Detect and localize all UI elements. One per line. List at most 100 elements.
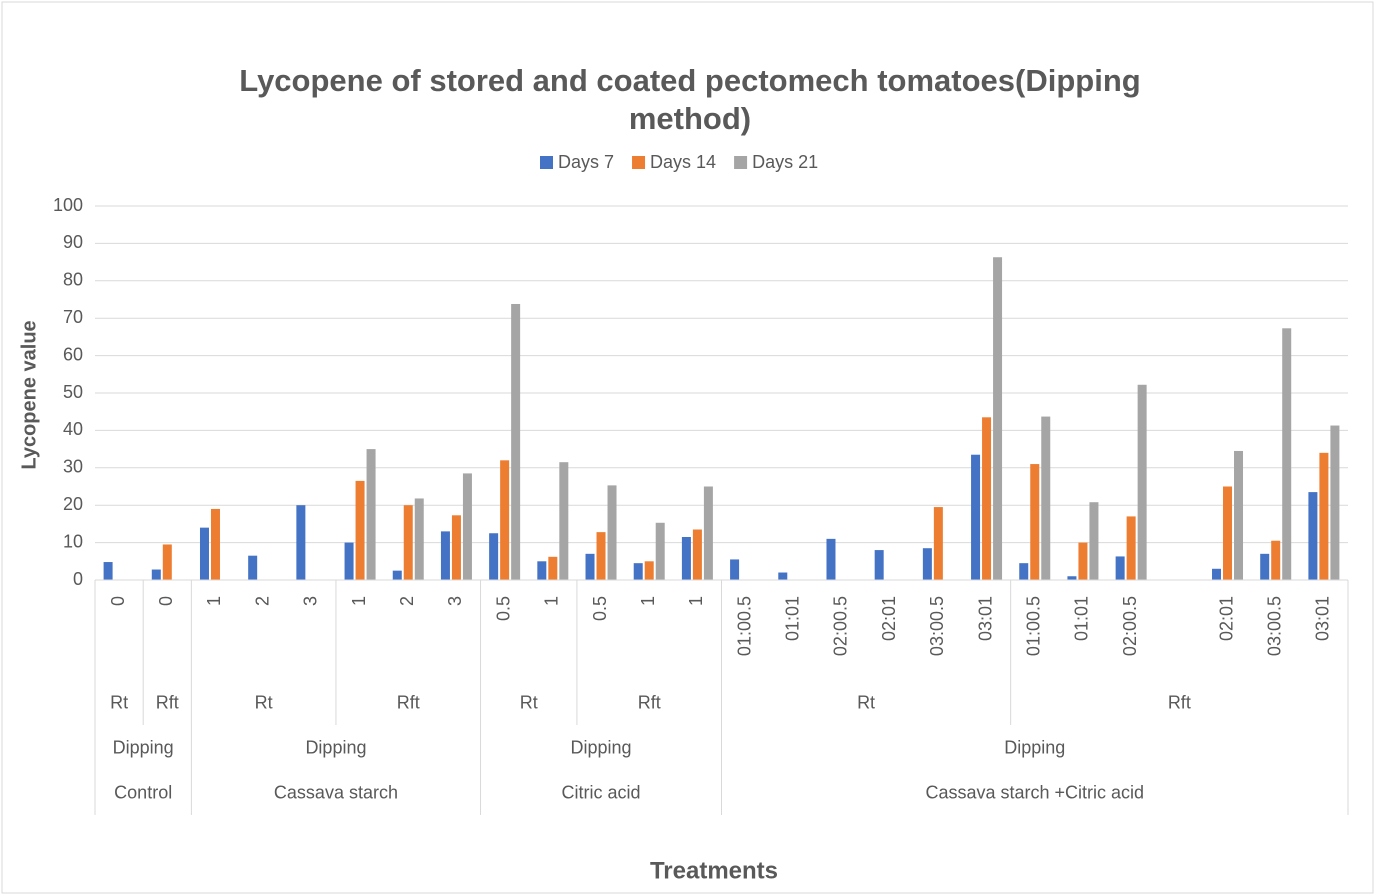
- bar: [1126, 516, 1136, 580]
- bar: [933, 507, 943, 580]
- group-label: Dipping: [113, 737, 174, 757]
- chart-title: Lycopene of stored and coated pectomech …: [239, 63, 1141, 136]
- x-tick-label: 1: [638, 596, 658, 606]
- bar: [596, 532, 606, 580]
- group-label: Cassava starch: [274, 782, 398, 802]
- bar: [1067, 576, 1077, 580]
- y-tick-label: 0: [73, 569, 83, 589]
- bar: [993, 257, 1003, 580]
- legend-label: Days 14: [650, 152, 716, 172]
- x-tick-label: 1: [204, 596, 224, 606]
- group-label: Rt: [520, 692, 538, 712]
- bar: [462, 473, 472, 580]
- bar: [703, 486, 713, 580]
- x-tick-label: 3: [445, 596, 465, 606]
- bar: [778, 572, 788, 580]
- bar: [1089, 502, 1099, 580]
- bar: [248, 555, 258, 580]
- x-tick-label: 02:00.5: [831, 596, 851, 656]
- group-label: Cassava starch +Citric acid: [925, 782, 1144, 802]
- group-label: Rft: [397, 692, 420, 712]
- bar: [607, 485, 617, 580]
- bar: [344, 542, 354, 580]
- y-tick-label: 70: [63, 307, 83, 327]
- x-tick-label: 1: [349, 596, 369, 606]
- x-tick-label: 0.5: [590, 596, 610, 621]
- y-tick-label: 20: [63, 494, 83, 514]
- bar: [199, 527, 209, 580]
- x-tick-label: 02:00.5: [1120, 596, 1140, 656]
- bar: [874, 550, 884, 580]
- group-label: Dipping: [1004, 737, 1065, 757]
- group-label: Dipping: [305, 737, 366, 757]
- bar: [1212, 568, 1222, 580]
- group-label: Rft: [638, 692, 661, 712]
- bar: [440, 531, 450, 580]
- bar: [355, 480, 365, 580]
- bar: [1260, 553, 1270, 580]
- y-tick-label: 40: [63, 419, 83, 439]
- x-axis-label: Treatments: [650, 857, 778, 884]
- x-tick-label: 01:00.5: [734, 596, 754, 656]
- x-tick-label: 03:01: [975, 596, 995, 641]
- bar: [511, 303, 521, 580]
- legend-label: Days 7: [558, 152, 614, 172]
- x-tick-label: 03:00.5: [1264, 596, 1284, 656]
- group-label: Rft: [156, 692, 179, 712]
- x-tick-label: 03:00.5: [927, 596, 947, 656]
- bar: [559, 462, 569, 580]
- bar: [1078, 542, 1088, 580]
- bar: [103, 562, 113, 580]
- y-axis-label: Lycopene value: [18, 320, 40, 469]
- y-tick-label: 80: [63, 270, 83, 290]
- bar: [1308, 492, 1318, 580]
- bar: [500, 460, 510, 580]
- y-tick-label: 60: [63, 344, 83, 364]
- x-tick-label: 01:01: [1072, 596, 1092, 641]
- x-tick-label: 2: [397, 596, 417, 606]
- x-tick-label: 0: [156, 596, 176, 606]
- y-tick-label: 30: [63, 457, 83, 477]
- bar: [982, 417, 992, 580]
- bar: [730, 559, 740, 580]
- bar: [585, 553, 595, 580]
- bar: [971, 454, 981, 580]
- bar: [366, 449, 376, 580]
- bar: [403, 505, 413, 580]
- bar: [451, 515, 461, 580]
- group-label: Rft: [1168, 692, 1191, 712]
- group-label: Rt: [110, 692, 128, 712]
- bar: [1115, 556, 1125, 580]
- bar: [1019, 563, 1029, 580]
- x-tick-label: 02:01: [879, 596, 899, 641]
- bar: [1234, 450, 1244, 580]
- group-label: Rt: [857, 692, 875, 712]
- bar: [1330, 425, 1340, 580]
- bar: [392, 570, 402, 580]
- x-tick-label: 1: [542, 596, 562, 606]
- bar: [655, 522, 665, 580]
- y-tick-label: 100: [53, 195, 83, 215]
- bar: [1319, 452, 1329, 580]
- bar: [537, 561, 547, 580]
- y-tick-label: 50: [63, 382, 83, 402]
- bar: [1030, 464, 1040, 580]
- legend-swatch: [632, 156, 646, 169]
- group-label: Rt: [255, 692, 273, 712]
- bar: [162, 544, 172, 580]
- bar: [210, 508, 220, 580]
- legend-swatch: [540, 156, 553, 169]
- x-tick-label: 03:01: [1313, 596, 1333, 641]
- y-tick-label: 10: [63, 531, 83, 551]
- x-tick-label: 0.5: [493, 596, 513, 621]
- bar: [1282, 328, 1292, 580]
- x-tick-label: 3: [301, 596, 321, 606]
- x-tick-label: 0: [108, 596, 128, 606]
- x-tick-label: 1: [686, 596, 706, 606]
- group-label: Citric acid: [562, 782, 641, 802]
- bar: [1137, 384, 1147, 580]
- x-tick-label: 01:01: [783, 596, 803, 641]
- bar: [826, 538, 836, 580]
